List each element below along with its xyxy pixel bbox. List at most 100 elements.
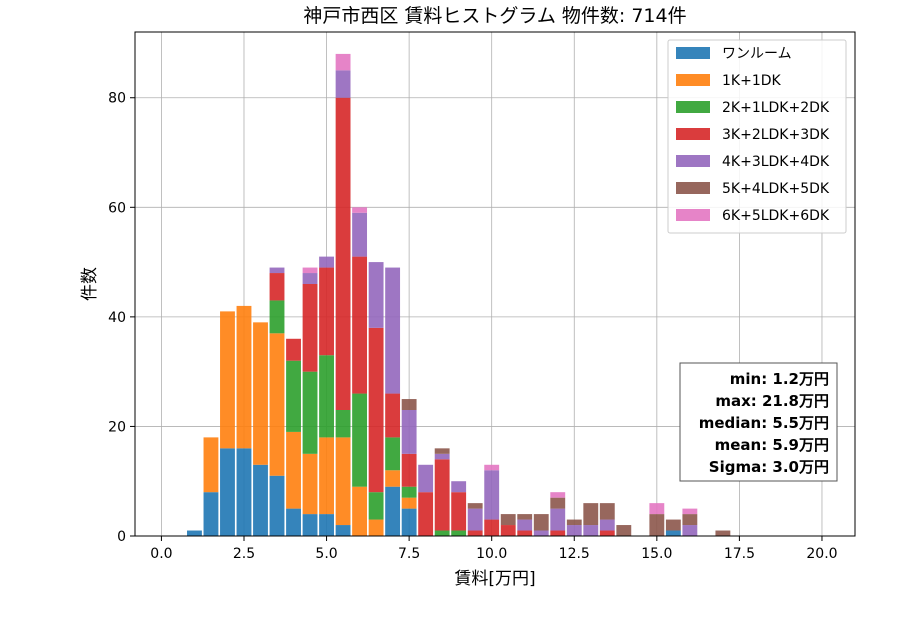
bar-segment-series-1 xyxy=(236,305,252,449)
bar-segment-series-5 xyxy=(715,530,731,536)
bar-segment-series-2 xyxy=(269,300,285,334)
legend-swatch xyxy=(676,47,710,59)
y-tick-label: 0 xyxy=(117,529,126,545)
bar-segment-series-1 xyxy=(203,437,219,493)
bar-segment-series-3 xyxy=(335,97,351,410)
bar-segment-series-2 xyxy=(319,355,334,438)
y-tick-label: 40 xyxy=(108,310,126,326)
bar-segment-series-1 xyxy=(319,437,334,515)
bar-segment-series-5 xyxy=(550,497,566,509)
bar-segment-series-0 xyxy=(401,508,417,536)
bar-segment-series-5 xyxy=(533,514,549,531)
legend: ワンルーム 1K+1DK 2K+1LDK+2DK 3K+2LDK+3DK 4K+3LDK… xyxy=(667,39,847,234)
stats-line: median: 5.5万円 xyxy=(699,414,829,432)
stats-line: min: 1.2万円 xyxy=(730,370,829,388)
legend-swatch xyxy=(676,182,710,194)
legend-swatch xyxy=(676,209,710,221)
bar-segment-series-4 xyxy=(269,267,285,274)
bar-segment-series-6 xyxy=(302,267,318,274)
bar-segment-series-3 xyxy=(352,256,368,394)
y-tick-label: 20 xyxy=(108,419,126,435)
bar-segment-series-2 xyxy=(335,410,351,438)
chart-title: 神戸市西区 賃料ヒストグラム 物件数: 714件 xyxy=(303,5,686,27)
bar-segment-series-6 xyxy=(550,492,566,498)
bar-segment-series-5 xyxy=(583,503,599,526)
x-axis-label: 賃料[万円] xyxy=(454,569,535,589)
bar-segment-series-3 xyxy=(418,492,434,536)
bar-segment-series-4 xyxy=(385,267,401,394)
bar-segment-series-3 xyxy=(451,492,467,531)
bar-segment-series-2 xyxy=(368,492,384,520)
stats-line: Sigma: 3.0万円 xyxy=(709,458,829,476)
bar-segment-series-5 xyxy=(517,514,533,520)
bar-segment-series-4 xyxy=(335,70,351,98)
y-axis-label: 件数 xyxy=(80,267,100,301)
bar-segment-series-4 xyxy=(599,519,615,531)
bar-segment-series-6 xyxy=(335,53,351,71)
bar-segment-series-3 xyxy=(517,530,533,536)
bar-segment-series-5 xyxy=(649,514,665,536)
bar-segment-series-4 xyxy=(583,525,599,536)
x-tick-label: 15.0 xyxy=(641,546,672,562)
legend-label: 2K+1LDK+2DK xyxy=(722,100,830,116)
bar-segment-series-2 xyxy=(302,371,318,454)
bar-segment-series-3 xyxy=(269,273,285,301)
bar-segment-series-5 xyxy=(682,514,698,526)
bar-segment-series-4 xyxy=(302,273,318,284)
bar-segment-series-0 xyxy=(319,514,334,536)
legend-label: 6K+5LDK+6DK xyxy=(722,208,830,224)
stats-box: min: 1.2万円 max: 21.8万円 median: 5.5万円 mean: … xyxy=(679,362,838,482)
bar-segment-series-4 xyxy=(368,262,384,328)
legend-label: 1K+1DK xyxy=(722,73,782,89)
bar-segment-series-3 xyxy=(434,459,450,531)
bar-segment-series-0 xyxy=(302,514,318,536)
bar-segment-series-0 xyxy=(203,492,219,536)
bar-segment-series-6 xyxy=(352,207,368,213)
legend-label: 3K+2LDK+3DK xyxy=(722,127,830,143)
bar-segment-series-2 xyxy=(401,486,417,498)
bar-segment-series-2 xyxy=(385,437,401,471)
bar-segment-series-1 xyxy=(253,322,268,465)
bar-segment-series-0 xyxy=(236,448,252,536)
bar-segment-series-1 xyxy=(401,497,417,509)
bar-segment-series-1 xyxy=(368,519,384,536)
bar-segment-series-4 xyxy=(517,519,533,531)
bar-segment-series-2 xyxy=(451,530,467,536)
bar-segment-series-1 xyxy=(286,431,301,509)
bar-segment-series-4 xyxy=(352,212,368,257)
bar-segment-series-1 xyxy=(220,311,235,449)
bar-segment-series-3 xyxy=(550,530,566,536)
stats-line: max: 21.8万円 xyxy=(715,392,829,410)
bar-segment-series-5 xyxy=(467,503,483,509)
bar-segment-series-1 xyxy=(352,486,368,536)
bar-segment-series-4 xyxy=(467,508,483,531)
bar-segment-series-1 xyxy=(302,453,318,515)
bar-segment-series-3 xyxy=(467,530,483,536)
bar-segment-series-4 xyxy=(451,481,467,493)
bars xyxy=(187,53,731,536)
bar-segment-series-3 xyxy=(385,393,401,438)
bar-segment-series-0 xyxy=(665,530,681,536)
bar-segment-series-6 xyxy=(649,503,665,515)
bar-segment-series-2 xyxy=(286,360,301,432)
bar-segment-series-3 xyxy=(302,284,318,372)
legend-label: ワンルーム xyxy=(722,46,792,62)
legend-box xyxy=(667,39,847,234)
bar-segment-series-0 xyxy=(220,448,235,536)
x-tick-label: 17.5 xyxy=(724,546,755,562)
y-tick-label: 60 xyxy=(108,200,126,216)
bar-segment-series-1 xyxy=(269,333,285,476)
bar-segment-series-3 xyxy=(484,519,500,536)
legend-swatch xyxy=(676,101,710,113)
bar-segment-series-1 xyxy=(385,470,401,487)
bar-segment-series-0 xyxy=(253,464,268,536)
bar-segment-series-0 xyxy=(286,508,301,536)
x-tick-label: 5.0 xyxy=(315,546,337,562)
legend-label: 5K+4LDK+5DK xyxy=(722,181,830,197)
legend-swatch xyxy=(676,128,710,140)
stats-frame xyxy=(679,362,838,482)
bar-segment-series-4 xyxy=(682,525,698,536)
plot-frame xyxy=(134,31,856,537)
bar-segment-series-0 xyxy=(385,486,401,536)
bar-segment-series-3 xyxy=(368,327,384,493)
